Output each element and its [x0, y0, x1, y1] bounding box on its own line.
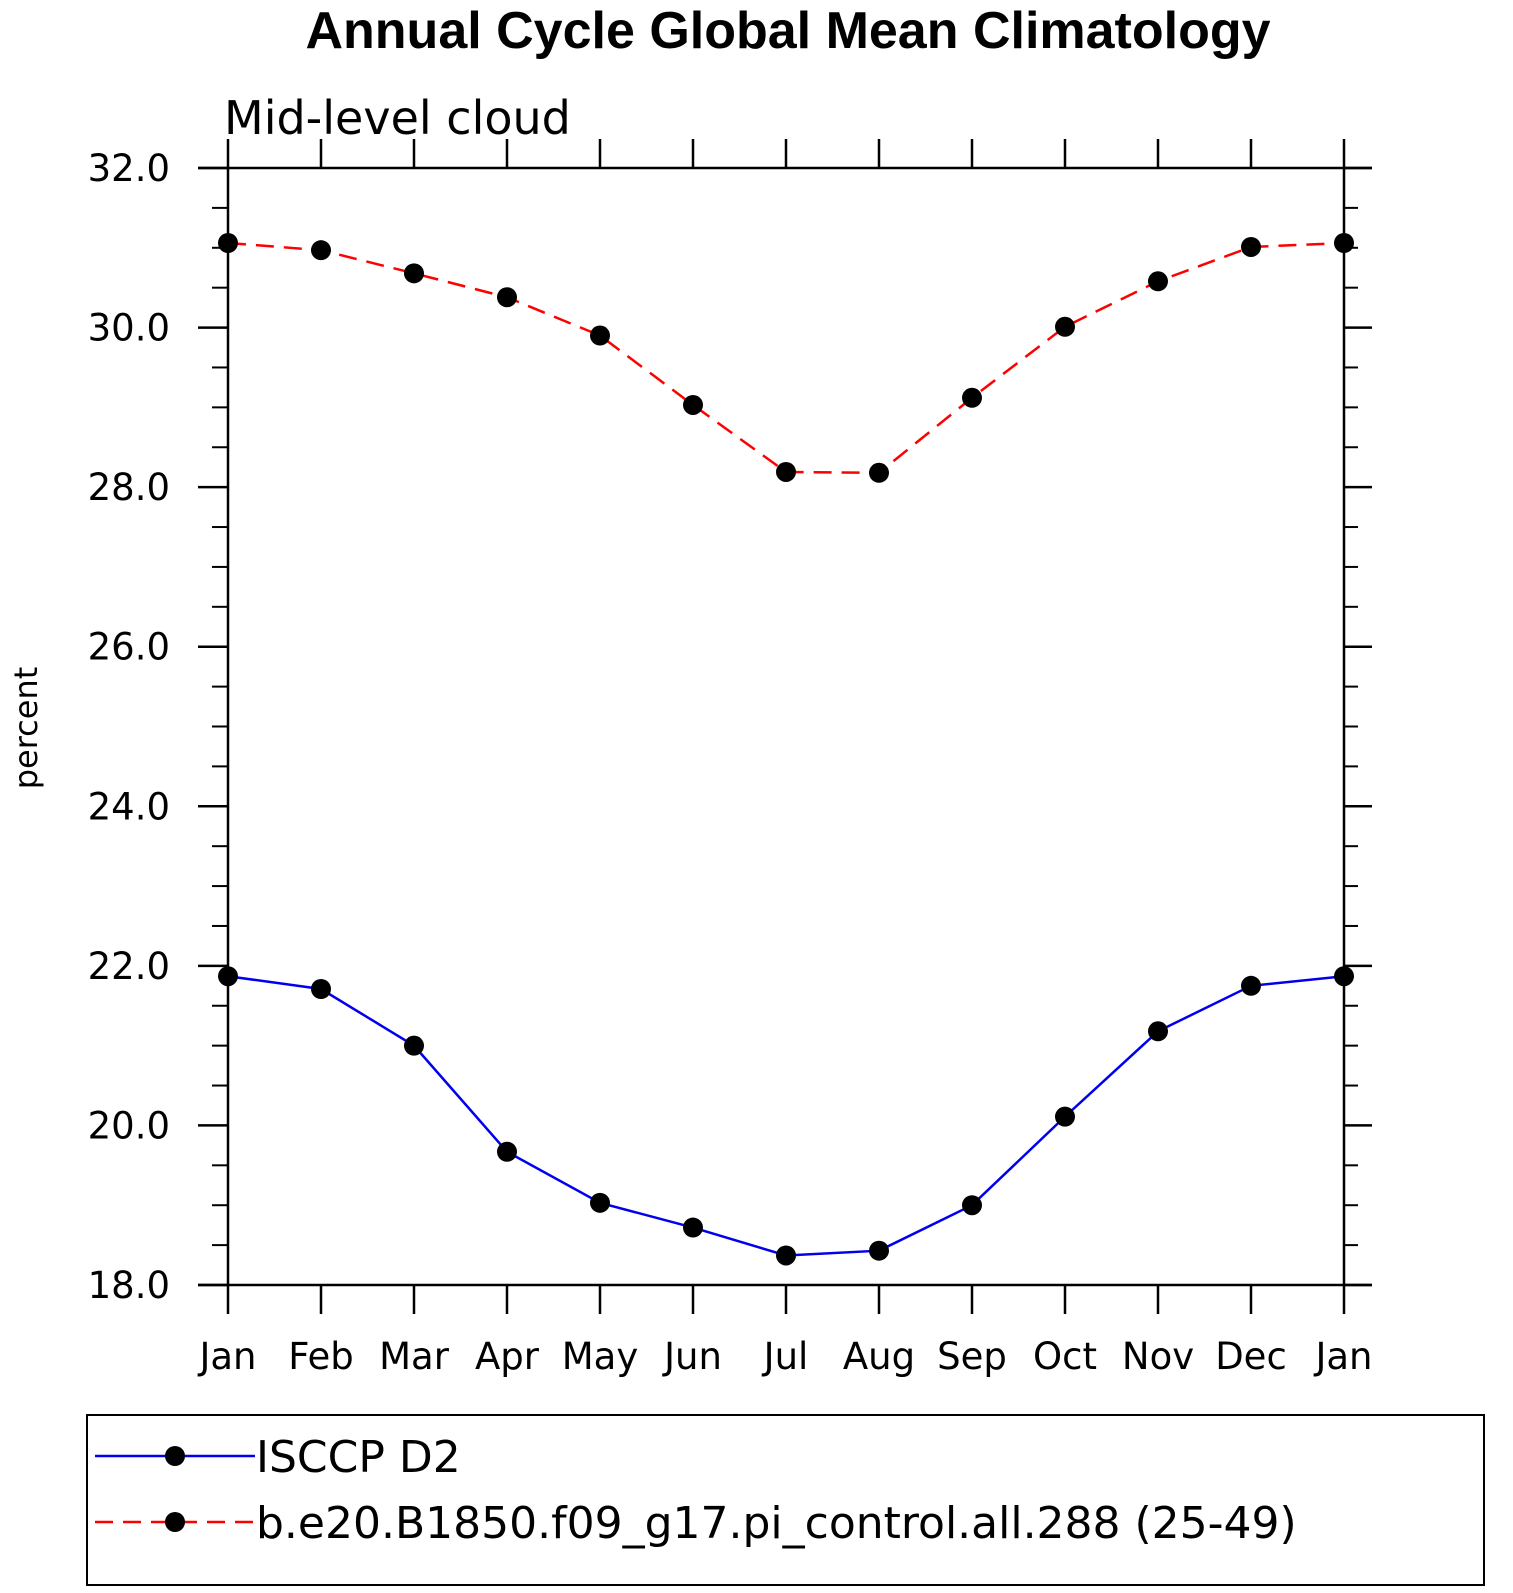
data-point: [404, 263, 424, 284]
data-point: [962, 387, 982, 408]
data-point: [962, 1195, 982, 1216]
y-tick-label: 28.0: [88, 466, 170, 509]
x-tick-label: Jul: [762, 1335, 809, 1378]
x-tick-label: May: [562, 1335, 639, 1378]
legend-marker: [165, 1512, 185, 1532]
y-tick-label: 26.0: [88, 626, 170, 669]
y-tick-label: 30.0: [88, 307, 170, 350]
series-line: [227, 241, 1345, 475]
chart-subtitle: Mid-level cloud: [224, 91, 571, 145]
data-point: [218, 232, 238, 253]
legend-marker: [165, 1446, 185, 1466]
x-tick-label: Jun: [662, 1335, 722, 1378]
data-point: [218, 966, 238, 987]
data-point: [311, 978, 331, 999]
data-point: [1334, 232, 1354, 253]
legend-label: ISCCP D2: [256, 1432, 461, 1483]
x-tick-label: Feb: [288, 1335, 354, 1378]
series-line: [227, 974, 1345, 1257]
x-tick-label: Sep: [937, 1335, 1007, 1378]
legend-label: b.e20.B1850.f09_g17.pi_control.all.288 (…: [256, 1498, 1297, 1549]
x-tick-label: Jan: [197, 1335, 256, 1378]
legend: ISCCP D2 b.e20.B1850.f09_g17.pi_control.a…: [86, 1414, 1485, 1586]
y-tick-label: 24.0: [88, 785, 170, 828]
data-point: [869, 462, 889, 483]
data-point: [1055, 316, 1075, 337]
y-tick-label: 20.0: [88, 1104, 170, 1147]
data-point: [1148, 271, 1168, 292]
data-point: [590, 325, 610, 346]
data-point: [1148, 1021, 1168, 1042]
chart-title: Annual Cycle Global Mean Climatology: [305, 2, 1270, 60]
y-axis: 18.0 20.0 22.0 24.0 26.0 28.0 30.0 32.0: [88, 147, 1372, 1307]
data-point: [590, 1192, 610, 1213]
y-tick-label: 32.0: [88, 147, 170, 190]
series-1: [218, 232, 1354, 483]
data-point: [1241, 975, 1261, 996]
series-layer: [218, 232, 1354, 1266]
x-axis: Jan Feb Mar Apr May Jun Jul Aug Sep Oct Nov Dec Jan: [197, 139, 1373, 1378]
data-point: [683, 1217, 703, 1238]
data-point: [683, 394, 703, 415]
data-point: [776, 461, 796, 482]
x-tick-label: Dec: [1215, 1335, 1287, 1378]
data-point: [1055, 1106, 1075, 1127]
x-tick-label: Oct: [1033, 1335, 1097, 1378]
data-point: [404, 1035, 424, 1056]
data-point: [776, 1245, 796, 1266]
x-tick-label: Mar: [379, 1335, 450, 1378]
x-tick-label: Jan: [1313, 1335, 1372, 1378]
data-point: [497, 287, 517, 308]
x-tick-label: Nov: [1122, 1335, 1194, 1378]
plot-frame: [198, 166, 1372, 1287]
series-0: [218, 966, 1354, 1266]
y-axis-label: percent: [7, 667, 45, 790]
x-tick-label: Aug: [843, 1335, 915, 1378]
x-tick-label: Apr: [475, 1335, 540, 1378]
data-point: [311, 240, 331, 261]
data-point: [869, 1240, 889, 1261]
data-point: [497, 1141, 517, 1162]
data-point: [1241, 236, 1261, 257]
data-point: [1334, 966, 1354, 987]
y-tick-label: 22.0: [88, 945, 170, 988]
legend-box: [86, 1414, 1485, 1586]
y-tick-label: 18.0: [88, 1264, 170, 1307]
